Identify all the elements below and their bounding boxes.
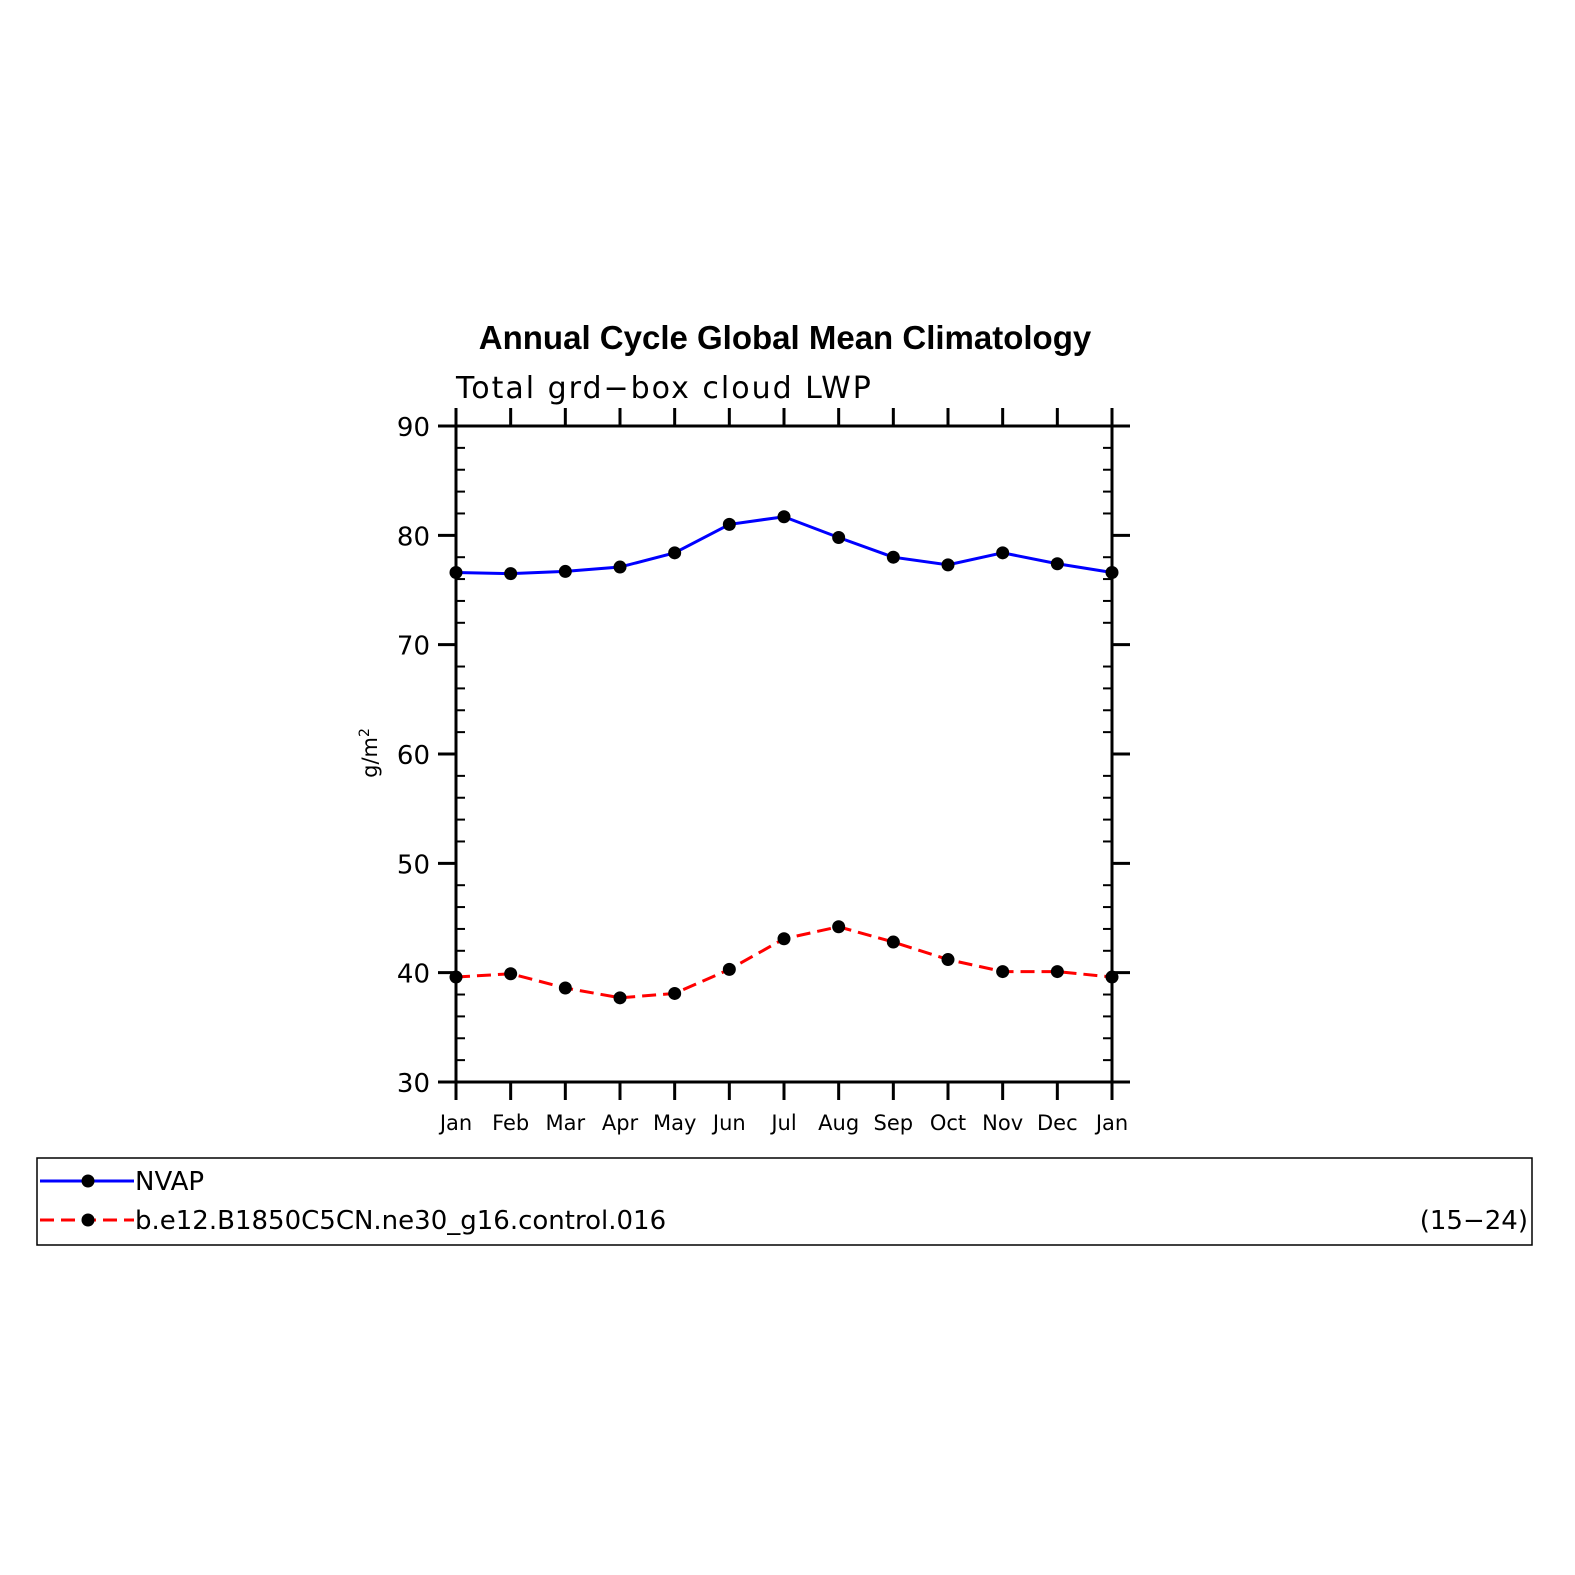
x-tick-label: Jan (1094, 1111, 1128, 1135)
plot-frame (454, 424, 1114, 1084)
series-1-point (1105, 970, 1119, 984)
series-0-point (504, 567, 518, 581)
x-tick-label: Apr (602, 1111, 639, 1135)
x-axis-ticks: Jan Feb Mar Apr May Jun Jul Aug Sep Oct Nov Dec Jan (438, 408, 1128, 1135)
series-0-point (777, 510, 791, 524)
legend-label-1: b.e12.B1850C5CN.ne30_g16.control.016 (135, 1206, 666, 1236)
series-1-point (613, 991, 627, 1005)
x-tick-label: May (653, 1111, 696, 1135)
y-tick-label: 40 (397, 960, 430, 990)
legend-label-0: NVAP (135, 1167, 204, 1197)
series-1-point (832, 920, 846, 934)
x-tick-label: Jul (769, 1111, 796, 1135)
y-tick-label: 50 (397, 850, 430, 880)
legend-year-range: (15−24) (1420, 1206, 1528, 1236)
series-0-point (668, 546, 682, 560)
series-0-point (996, 546, 1010, 560)
series-0-point (558, 564, 572, 578)
y-axis-label-superscript: 2 (357, 728, 373, 737)
y-tick-label: 60 (397, 741, 430, 771)
series-1-point (722, 962, 736, 976)
chart-series (449, 510, 1119, 1005)
y-axis-label: g/m2 (357, 728, 382, 778)
chart-subtitle: Total grd−box cloud LWP (455, 371, 873, 406)
series-0-point (722, 517, 736, 531)
series-0-point (1105, 566, 1119, 580)
series-1-point (668, 986, 682, 1000)
legend-marker-0 (81, 1174, 95, 1188)
y-axis-label-base: g/m (358, 737, 382, 778)
y-axis-ticks: 30 40 50 60 70 80 90 (397, 413, 1130, 1099)
legend-marker-1 (81, 1213, 95, 1227)
x-tick-label: Feb (492, 1111, 529, 1135)
series-1-point (996, 965, 1010, 979)
chart-title: Annual Cycle Global Mean Climatology (479, 319, 1092, 356)
x-tick-label: Sep (874, 1111, 914, 1135)
series-0-point (1050, 557, 1064, 571)
series-1-point (449, 970, 463, 984)
series-0-point (832, 531, 846, 545)
x-tick-label: Oct (930, 1111, 966, 1135)
legend: NVAP b.e12.B1850C5CN.ne30_g16.control.016 (40, 1167, 666, 1236)
x-tick-label: Jun (711, 1111, 746, 1135)
x-tick-label: Dec (1037, 1111, 1078, 1135)
series-line-0 (455, 515, 1113, 576)
x-tick-label: Jan (438, 1111, 472, 1135)
series-0-point (449, 566, 463, 580)
series-1-point (504, 967, 518, 981)
x-tick-label: Mar (546, 1111, 586, 1135)
y-tick-label: 70 (397, 632, 430, 662)
series-1-point (558, 981, 572, 995)
legend-box (36, 1157, 1533, 1246)
series-0-point (886, 550, 900, 564)
y-tick-label: 80 (397, 522, 430, 552)
series-0-point (613, 560, 627, 574)
series-1-point (777, 932, 791, 946)
x-tick-label: Aug (818, 1111, 859, 1135)
y-tick-label: 30 (397, 1069, 430, 1099)
series-1-point (1050, 965, 1064, 979)
series-1-point (941, 953, 955, 967)
x-tick-label: Nov (982, 1111, 1023, 1135)
y-tick-label: 90 (397, 413, 430, 443)
series-0-point (941, 558, 955, 572)
series-1-point (886, 935, 900, 949)
